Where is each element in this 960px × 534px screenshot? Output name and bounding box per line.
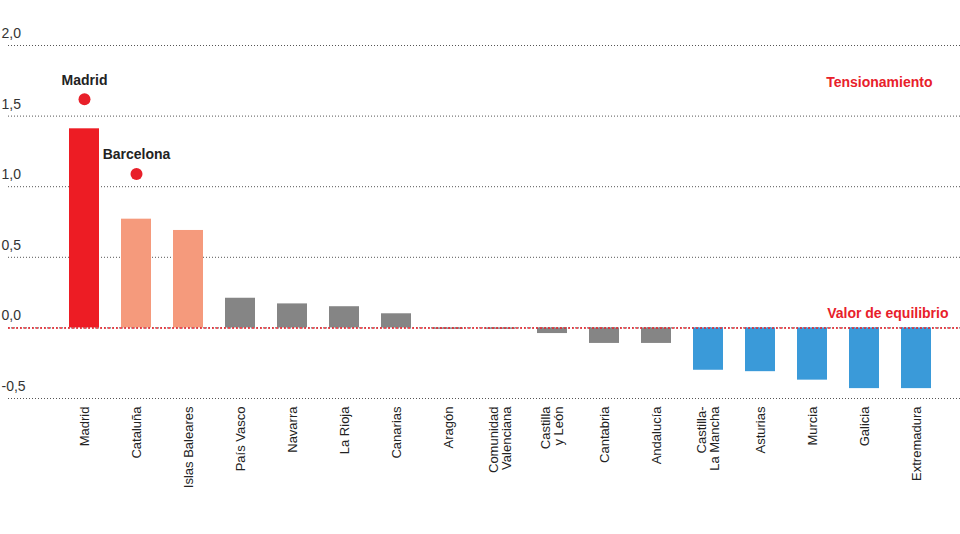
svg-text:Asturias: Asturias <box>753 406 768 453</box>
svg-text:Barcelona: Barcelona <box>103 146 171 162</box>
svg-text:Cataluña: Cataluña <box>129 406 144 459</box>
svg-text:Valor de equilibrio: Valor de equilibrio <box>827 305 948 321</box>
svg-text:0,0: 0,0 <box>2 307 22 323</box>
svg-text:Islas Baleares: Islas Baleares <box>181 406 196 488</box>
svg-text:Extremadura: Extremadura <box>909 406 924 481</box>
svg-text:Castillay León: Castillay León <box>538 406 566 449</box>
svg-text:Madrid: Madrid <box>77 407 92 447</box>
svg-text:La Rioja: La Rioja <box>337 406 352 454</box>
svg-text:Castilla-La Mancha: Castilla-La Mancha <box>694 406 722 471</box>
svg-text:Navarra: Navarra <box>285 406 300 453</box>
svg-text:-0,5: -0,5 <box>2 378 26 394</box>
svg-text:ComunidadValenciana: ComunidadValenciana <box>486 406 514 473</box>
svg-text:1,0: 1,0 <box>2 166 22 182</box>
svg-text:Andalucía: Andalucía <box>649 406 664 465</box>
svg-text:0,5: 0,5 <box>2 237 22 253</box>
svg-text:1,5: 1,5 <box>2 96 22 112</box>
svg-text:Cantabria: Cantabria <box>597 406 612 463</box>
svg-text:2,0: 2,0 <box>2 25 22 41</box>
svg-text:Aragón: Aragón <box>441 407 456 449</box>
svg-text:Madrid: Madrid <box>62 72 108 88</box>
svg-text:Murcia: Murcia <box>805 406 820 446</box>
svg-text:Galicia: Galicia <box>857 406 872 447</box>
svg-text:Tensionamiento: Tensionamiento <box>826 74 932 90</box>
svg-text:Canarias: Canarias <box>389 406 404 459</box>
svg-text:País Vasco: País Vasco <box>233 407 248 472</box>
